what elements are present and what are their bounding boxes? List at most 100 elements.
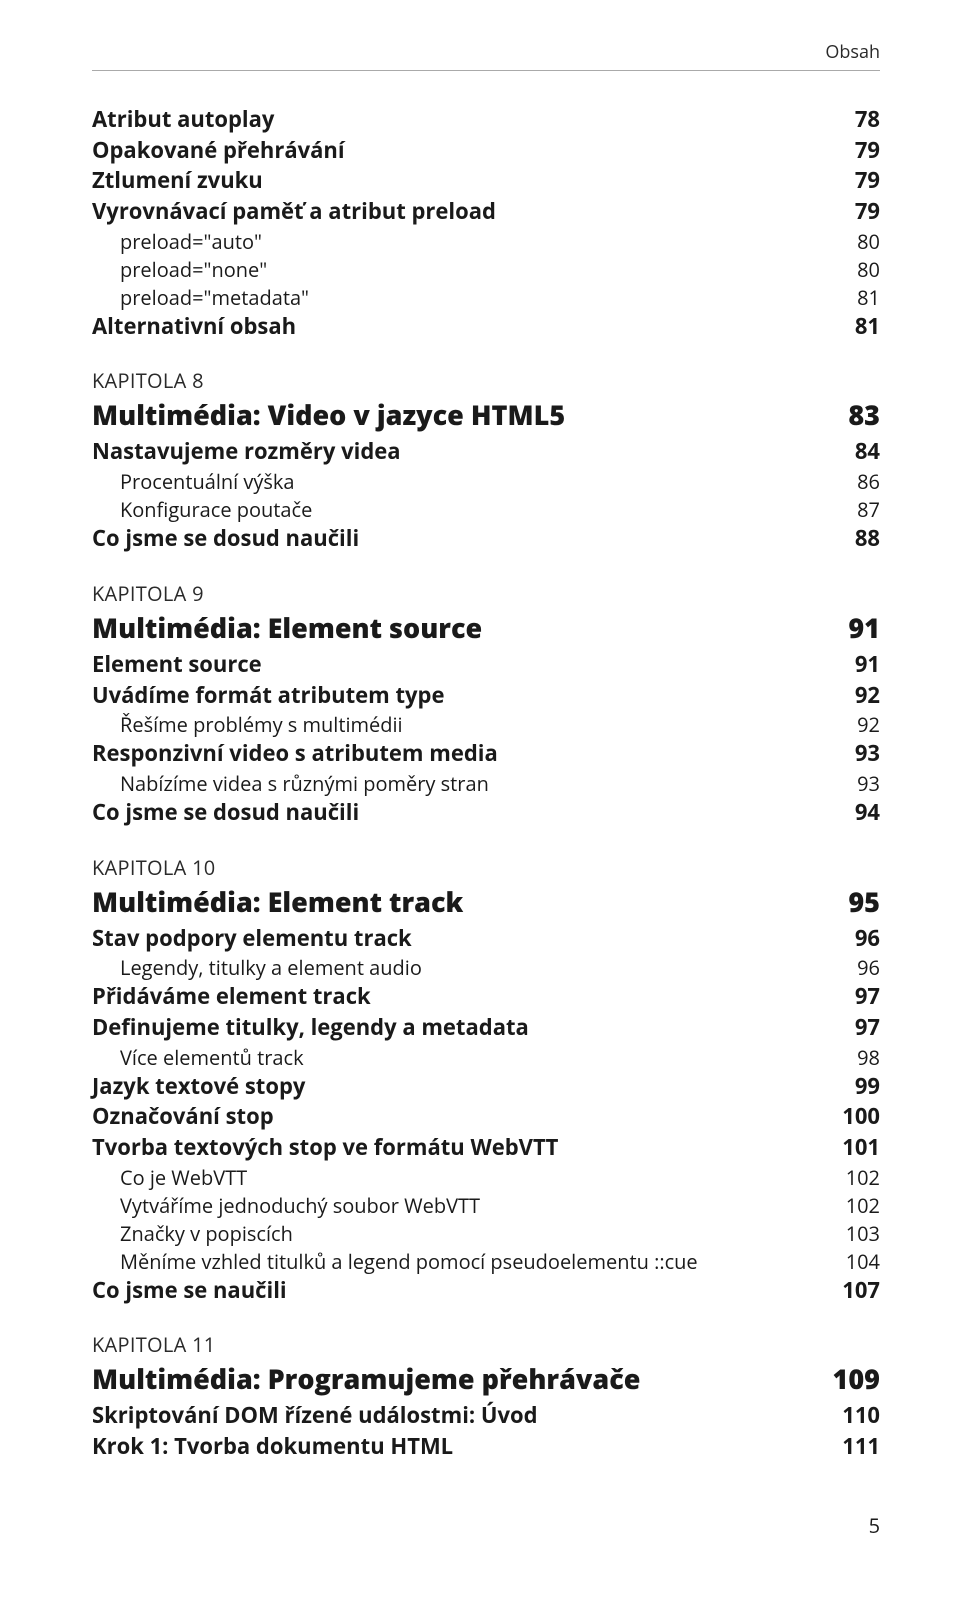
toc-entry: Více elementů track98 bbox=[92, 1044, 880, 1071]
toc-entry: Nabízíme videa s různými poměry stran93 bbox=[92, 770, 880, 797]
chapter-title-row: Multimédia: Element track 95 bbox=[92, 883, 880, 920]
toc-entry: Měníme vzhled titulků a legend pomocí ps… bbox=[92, 1248, 880, 1275]
chapter-title-row: Multimédia: Programujeme přehrávače109 bbox=[92, 1360, 880, 1397]
toc-entry-page: 93 bbox=[839, 739, 880, 769]
toc-entry: Uvádíme formát atributem type92 bbox=[92, 681, 880, 711]
toc-entry-page: 78 bbox=[839, 105, 880, 135]
toc-entry-label: Řešíme problémy s multimédii bbox=[92, 711, 841, 738]
toc-entry: Vyrovnávací paměť a atribut preload79 bbox=[92, 197, 880, 227]
toc-entry-page: 107 bbox=[826, 1276, 880, 1306]
toc-entry-page: 96 bbox=[839, 924, 880, 954]
toc-entry-label: Co je WebVTT bbox=[92, 1164, 830, 1191]
toc-entry: Konfigurace poutače87 bbox=[92, 496, 880, 523]
toc-entry-label: Alternativní obsah bbox=[92, 312, 839, 342]
toc-entry-page: 110 bbox=[826, 1401, 880, 1431]
toc-entry-label: preload="auto" bbox=[92, 228, 841, 255]
toc-entry: Co jsme se naučili107 bbox=[92, 1276, 880, 1306]
toc-entry-label: preload="none" bbox=[92, 256, 841, 283]
chapter-title-row: Multimédia: Element source91 bbox=[92, 609, 880, 646]
toc-entry-page: 96 bbox=[841, 954, 880, 981]
toc-entry: Procentuální výška86 bbox=[92, 468, 880, 495]
toc-entry-page: 87 bbox=[841, 496, 880, 523]
toc-entry-label: Vyrovnávací paměť a atribut preload bbox=[92, 197, 839, 227]
toc-entry-page: 98 bbox=[841, 1044, 880, 1071]
toc-entry-label: Nastavujeme rozměry videa bbox=[92, 437, 839, 467]
toc-entry-label: Uvádíme formát atributem type bbox=[92, 681, 839, 711]
toc-entry-label: Tvorba textových stop ve formátu WebVTT bbox=[92, 1133, 826, 1163]
chapter-title: Multimédia: Element track bbox=[92, 883, 463, 920]
toc-entry-page: 102 bbox=[830, 1164, 880, 1191]
toc-entry-page: 97 bbox=[839, 982, 880, 1012]
toc-entry-label: Stav podpory elementu track bbox=[92, 924, 839, 954]
toc-entry-label: Legendy, titulky a element audio bbox=[92, 954, 841, 981]
toc-entry: Vytváříme jednoduchý soubor WebVTT102 bbox=[92, 1192, 880, 1219]
toc-entry: Alternativní obsah81 bbox=[92, 312, 880, 342]
toc-entry-page: 92 bbox=[841, 711, 880, 738]
toc-entry-label: Přidáváme element track bbox=[92, 982, 839, 1012]
toc-entry-label: preload="metadata" bbox=[92, 284, 841, 311]
chapter-page: 95 bbox=[848, 883, 880, 920]
toc-entry-label: Definujeme titulky, legendy a metadata bbox=[92, 1013, 839, 1043]
toc-entry-page: 88 bbox=[839, 524, 880, 554]
toc-entry-page: 100 bbox=[826, 1102, 880, 1132]
toc-entry: Legendy, titulky a element audio96 bbox=[92, 954, 880, 981]
toc-entry-page: 81 bbox=[841, 284, 880, 311]
chapter-label: KAPITOLA 10 bbox=[92, 854, 880, 881]
toc-entry: Opakované přehrávání79 bbox=[92, 136, 880, 166]
toc-entry: Označování stop100 bbox=[92, 1102, 880, 1132]
toc-entry-page: 111 bbox=[826, 1432, 880, 1462]
toc-entry: Stav podpory elementu track96 bbox=[92, 924, 880, 954]
toc-entry: Nastavujeme rozměry videa84 bbox=[92, 437, 880, 467]
toc-entry-label: Označování stop bbox=[92, 1102, 826, 1132]
toc-entry-page: 103 bbox=[830, 1220, 880, 1247]
toc-entry-label: Více elementů track bbox=[92, 1044, 841, 1071]
chapter-title: Multimédia: Video v jazyce HTML5 bbox=[92, 396, 565, 433]
chapter-page: 109 bbox=[833, 1360, 880, 1397]
toc-entry-page: 91 bbox=[839, 650, 880, 680]
toc-entry: Co jsme se dosud naučili94 bbox=[92, 798, 880, 828]
toc-entry: preload="metadata"81 bbox=[92, 284, 880, 311]
toc-entry-page: 79 bbox=[839, 197, 880, 227]
toc-entry-page: 97 bbox=[839, 1013, 880, 1043]
toc-entry-label: Značky v popiscích bbox=[92, 1220, 830, 1247]
toc-entry-page: 94 bbox=[839, 798, 880, 828]
header-title: Obsah bbox=[825, 40, 880, 64]
toc-entry-page: 80 bbox=[841, 228, 880, 255]
toc-entry-page: 79 bbox=[839, 166, 880, 196]
toc-entry-page: 81 bbox=[839, 312, 880, 342]
toc-entry: Přidáváme element track97 bbox=[92, 982, 880, 1012]
toc-entry: Element source91 bbox=[92, 650, 880, 680]
toc-entry-label: Krok 1: Tvorba dokumentu HTML bbox=[92, 1432, 826, 1462]
toc-entry-label: Konfigurace poutače bbox=[92, 496, 841, 523]
toc-entry-label: Ztlumení zvuku bbox=[92, 166, 839, 196]
toc-entry-label: Co jsme se dosud naučili bbox=[92, 524, 839, 554]
toc-entry-page: 86 bbox=[841, 468, 880, 495]
toc-entry-label: Opakované přehrávání bbox=[92, 136, 839, 166]
toc-entry: Skriptování DOM řízené událostmi: Úvod11… bbox=[92, 1401, 880, 1431]
toc-entry: Co je WebVTT102 bbox=[92, 1164, 880, 1191]
toc-entry-page: 79 bbox=[839, 136, 880, 166]
chapter-title: Multimédia: Element source bbox=[92, 609, 482, 646]
toc-entry-label: Nabízíme videa s různými poměry stran bbox=[92, 770, 841, 797]
toc-entry-label: Procentuální výška bbox=[92, 468, 841, 495]
toc-entry-label: Responzivní video s atributem media bbox=[92, 739, 839, 769]
toc-entry: Co jsme se dosud naučili88 bbox=[92, 524, 880, 554]
page-number-value: 5 bbox=[869, 1512, 880, 1539]
toc-entry: Krok 1: Tvorba dokumentu HTML111 bbox=[92, 1432, 880, 1462]
toc-entry: Responzivní video s atributem media93 bbox=[92, 739, 880, 769]
toc-entry-label: Element source bbox=[92, 650, 839, 680]
toc-entry-label: Skriptování DOM řízené událostmi: Úvod bbox=[92, 1401, 826, 1431]
chapter-title-row: Multimédia: Video v jazyce HTML583 bbox=[92, 396, 880, 433]
page-header: Obsah bbox=[92, 40, 880, 71]
toc-entry: Atribut autoplay78 bbox=[92, 105, 880, 135]
toc-entry-page: 84 bbox=[839, 437, 880, 467]
toc-entry-label: Měníme vzhled titulků a legend pomocí ps… bbox=[92, 1248, 830, 1275]
page-number: 5 bbox=[92, 1512, 880, 1539]
toc-entry-label: Vytváříme jednoduchý soubor WebVTT bbox=[92, 1192, 830, 1219]
toc-entry-label: Co jsme se naučili bbox=[92, 1276, 826, 1306]
toc-entry-label: Atribut autoplay bbox=[92, 105, 839, 135]
toc-entry-page: 104 bbox=[830, 1248, 880, 1275]
toc-entry-page: 93 bbox=[841, 770, 880, 797]
toc-entry-page: 101 bbox=[826, 1133, 880, 1163]
toc-entry: preload="auto"80 bbox=[92, 228, 880, 255]
